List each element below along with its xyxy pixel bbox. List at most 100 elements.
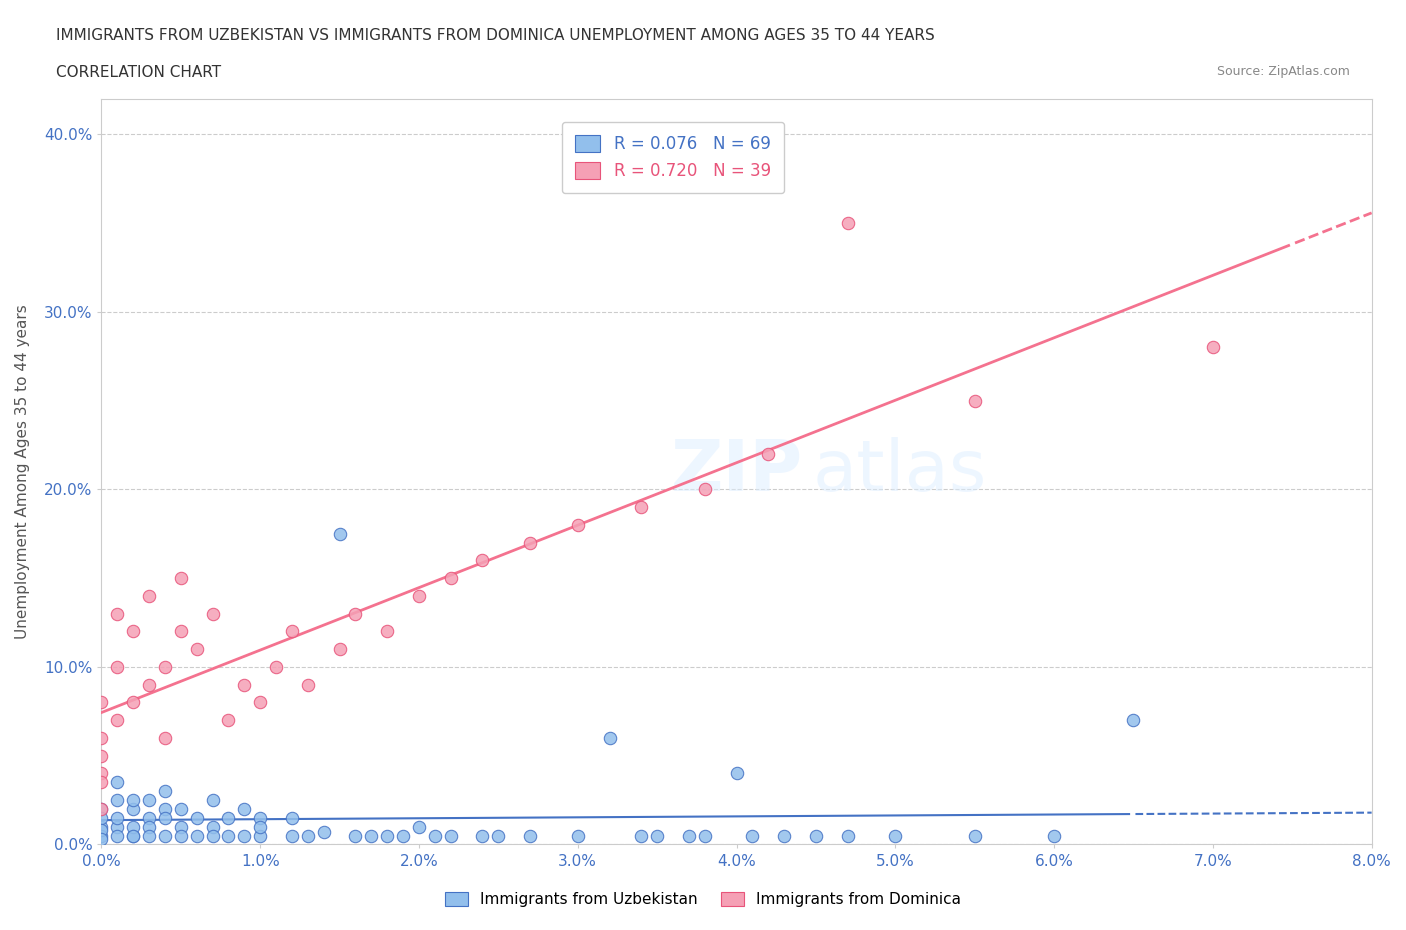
Point <box>360 828 382 843</box>
Point <box>519 828 541 843</box>
Point <box>693 482 716 497</box>
Point <box>375 624 398 639</box>
Point <box>281 624 304 639</box>
Point <box>138 792 160 807</box>
Point <box>90 802 112 817</box>
Point <box>122 624 145 639</box>
Point <box>329 642 352 657</box>
Point <box>519 535 541 550</box>
Text: CORRELATION CHART: CORRELATION CHART <box>56 65 221 80</box>
Point <box>90 819 112 834</box>
Point <box>153 659 176 674</box>
Point <box>963 828 986 843</box>
Point <box>153 784 176 799</box>
Text: IMMIGRANTS FROM UZBEKISTAN VS IMMIGRANTS FROM DOMINICA UNEMPLOYMENT AMONG AGES 3: IMMIGRANTS FROM UZBEKISTAN VS IMMIGRANTS… <box>56 28 935 43</box>
Point <box>217 810 239 825</box>
Point <box>153 802 176 817</box>
Point <box>122 695 145 710</box>
Point <box>90 802 112 817</box>
Point <box>281 810 304 825</box>
Point <box>90 775 112 790</box>
Point <box>837 216 859 231</box>
Point <box>170 802 193 817</box>
Point <box>170 571 193 586</box>
Point <box>122 828 145 843</box>
Point <box>249 810 271 825</box>
Text: Source: ZipAtlas.com: Source: ZipAtlas.com <box>1216 65 1350 78</box>
Point <box>804 828 827 843</box>
Legend: Immigrants from Uzbekistan, Immigrants from Dominica: Immigrants from Uzbekistan, Immigrants f… <box>439 885 967 913</box>
Point <box>153 828 176 843</box>
Point <box>440 571 463 586</box>
Point <box>105 606 128 621</box>
Point <box>90 730 112 745</box>
Point <box>392 828 415 843</box>
Point <box>471 828 494 843</box>
Point <box>90 828 112 843</box>
Text: atlas: atlas <box>813 437 987 506</box>
Point <box>122 828 145 843</box>
Point <box>186 642 208 657</box>
Point <box>645 828 668 843</box>
Point <box>297 677 319 692</box>
Point <box>630 828 652 843</box>
Point <box>105 810 128 825</box>
Point <box>105 775 128 790</box>
Point <box>105 828 128 843</box>
Legend: R = 0.076   N = 69, R = 0.720   N = 39: R = 0.076 N = 69, R = 0.720 N = 39 <box>562 122 785 193</box>
Point <box>725 766 748 781</box>
Point <box>153 730 176 745</box>
Point <box>264 659 287 674</box>
Point <box>122 819 145 834</box>
Point <box>963 393 986 408</box>
Point <box>312 825 335 840</box>
Point <box>90 766 112 781</box>
Point <box>756 446 779 461</box>
Point <box>408 819 430 834</box>
Point <box>233 677 256 692</box>
Point <box>138 677 160 692</box>
Point <box>201 606 224 621</box>
Point <box>249 819 271 834</box>
Point <box>90 749 112 764</box>
Point <box>138 810 160 825</box>
Point <box>90 823 112 838</box>
Point <box>741 828 763 843</box>
Point <box>329 526 352 541</box>
Point <box>773 828 796 843</box>
Point <box>90 831 112 846</box>
Point <box>344 828 367 843</box>
Y-axis label: Unemployment Among Ages 35 to 44 years: Unemployment Among Ages 35 to 44 years <box>15 304 30 639</box>
Point <box>90 695 112 710</box>
Point <box>233 828 256 843</box>
Point <box>186 828 208 843</box>
Point <box>233 802 256 817</box>
Point <box>471 553 494 568</box>
Point <box>105 792 128 807</box>
Point <box>90 810 112 825</box>
Point <box>678 828 700 843</box>
Point <box>105 819 128 834</box>
Point <box>408 589 430 604</box>
Point <box>297 828 319 843</box>
Point <box>170 828 193 843</box>
Point <box>105 712 128 727</box>
Point <box>153 810 176 825</box>
Point <box>486 828 509 843</box>
Point <box>884 828 907 843</box>
Point <box>249 695 271 710</box>
Point <box>122 792 145 807</box>
Point <box>567 517 589 532</box>
Point <box>201 819 224 834</box>
Point <box>567 828 589 843</box>
Point <box>281 828 304 843</box>
Point <box>344 606 367 621</box>
Point <box>1122 712 1144 727</box>
Point <box>693 828 716 843</box>
Point <box>201 828 224 843</box>
Point <box>138 589 160 604</box>
Point <box>138 828 160 843</box>
Point <box>837 828 859 843</box>
Point <box>598 730 620 745</box>
Point <box>217 828 239 843</box>
